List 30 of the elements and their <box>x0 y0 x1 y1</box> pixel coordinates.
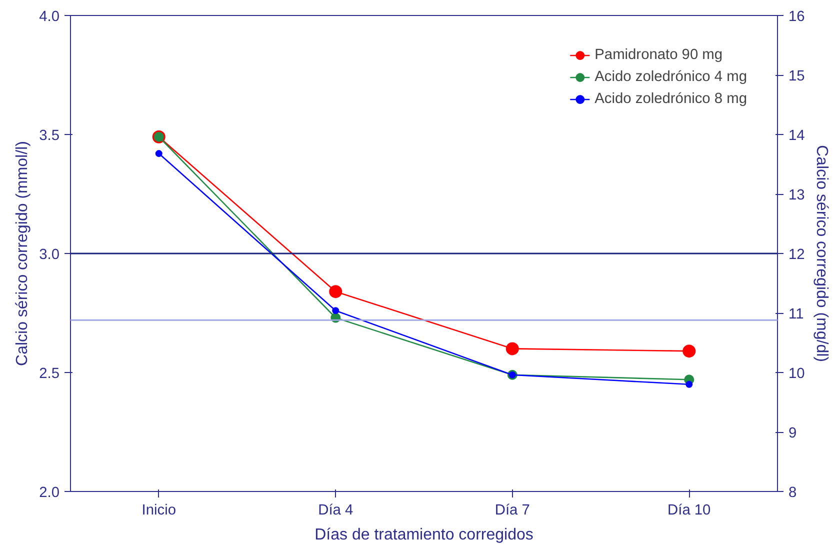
y2-tick-label: 12 <box>788 247 805 263</box>
y-tick-label: 3.0 <box>39 247 60 263</box>
point <box>155 150 162 158</box>
x-axis-title: Días de tratamiento corregidos <box>314 526 534 544</box>
legend-label: Acido zoledrónico 4 mg <box>594 69 747 85</box>
x-tick-label: Día 4 <box>318 502 354 518</box>
y2-tick-label: 13 <box>788 188 805 204</box>
point <box>506 342 519 356</box>
y-tick-label: 2.5 <box>39 366 60 382</box>
y2-tick-label: 10 <box>788 366 805 382</box>
y2-axis-title: Calcio sérico corregido (mg/dl) <box>812 145 830 362</box>
x-tick-label: Día 10 <box>668 502 711 518</box>
y-tick-label: 4.0 <box>39 9 60 25</box>
y2-tick-label: 15 <box>788 68 805 84</box>
x-tick-label: Día 7 <box>494 502 530 518</box>
point <box>682 344 696 358</box>
point <box>329 285 342 298</box>
y2-tick-label: 9 <box>788 426 797 442</box>
y-axis-title: Calcio sérico corregido (mmol/l) <box>14 141 32 366</box>
legend-label: Acido zoledrónico 8 mg <box>594 91 747 107</box>
point <box>332 307 340 314</box>
y2-tick-label: 11 <box>788 306 804 322</box>
y-tick-label: 2.0 <box>39 485 60 501</box>
y2-tick-label: 14 <box>788 128 805 144</box>
y2-tick-label: 16 <box>788 9 805 25</box>
point <box>686 380 693 388</box>
legend-label: Pamidronato 90 mg <box>594 47 723 63</box>
x-tick-label: Inicio <box>142 502 176 518</box>
y2-tick-label: 8 <box>788 485 797 501</box>
y-tick-label: 3.5 <box>39 128 60 144</box>
